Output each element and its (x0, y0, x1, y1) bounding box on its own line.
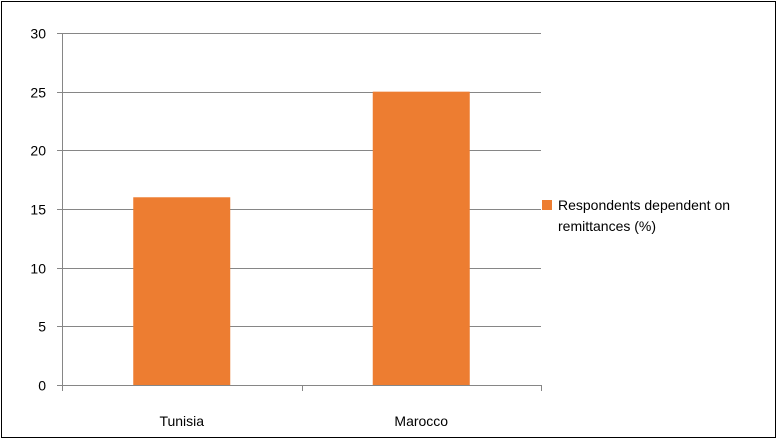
bar-tunisia (133, 197, 231, 385)
y-tick-label-10: 10 (30, 261, 46, 277)
legend-label: Respondents dependent on remittances (%) (558, 197, 731, 234)
y-tick-label-30: 30 (30, 26, 46, 42)
tick-labels: 0 5 10 15 20 25 30 Tunisia Marocco (30, 26, 448, 430)
x-tick-label-tunisia: Tunisia (159, 413, 204, 429)
legend: Respondents dependent on remittances (%) (542, 195, 779, 237)
y-tick-label-0: 0 (38, 378, 46, 394)
y-tick-label-5: 5 (38, 319, 46, 335)
legend-swatch (542, 200, 552, 210)
bar-marocco (372, 91, 470, 386)
bars (133, 91, 470, 386)
y-tick-label-20: 20 (30, 143, 46, 159)
y-tick-label-15: 15 (30, 202, 46, 218)
x-tick-label-marocco: Marocco (394, 413, 448, 429)
axes (57, 33, 542, 391)
y-tick-label-25: 25 (30, 85, 46, 101)
